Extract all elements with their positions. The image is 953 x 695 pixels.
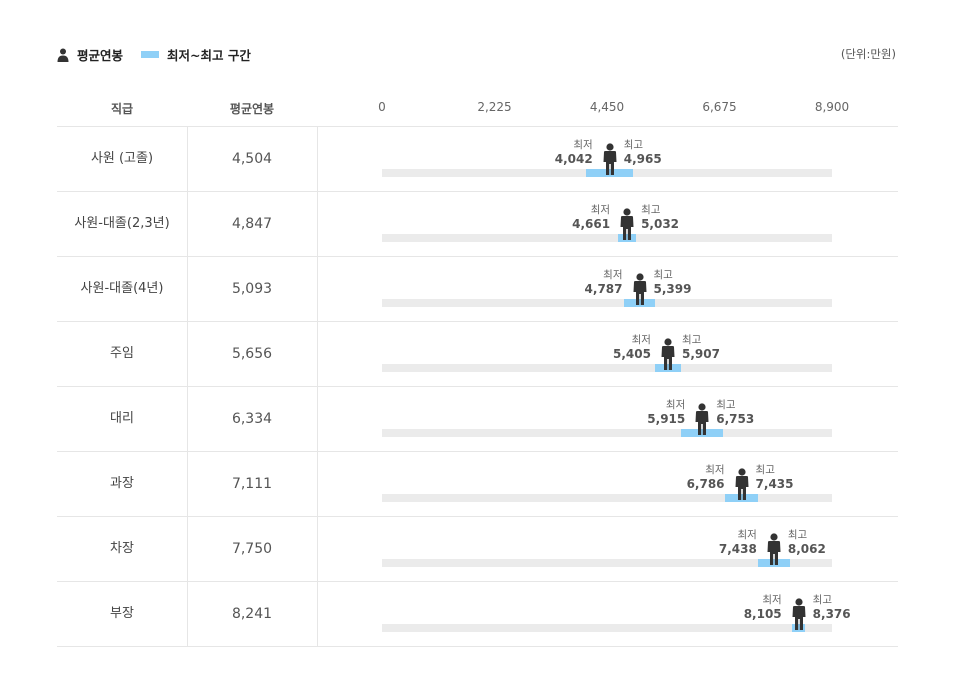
min-label: 최저 [590,204,611,216]
rank-label: 사원 (고졸) [90,151,154,166]
table-row: 대리 6,334 최저 5,915 최고 6,753 [57,387,898,452]
min-value: 5,405 [613,347,651,361]
rank-label: 사원-대졸(4년) [80,281,164,296]
x-tick-label: 2,225 [477,100,512,114]
min-value: 6,786 [686,477,725,491]
range-bar [617,234,637,242]
header-avg: 평균연봉 [229,102,275,116]
max-value: 8,062 [787,542,826,556]
table-row: 주임 5,656 최저 5,405 최고 5,907 [57,322,898,387]
legend-range-swatch [141,51,160,58]
rank-label: 차장 [110,541,134,556]
max-value: 7,435 [755,477,794,491]
avg-salary-value: 5,656 [231,346,273,362]
rank-label: 사원-대졸(2,3년) [74,216,170,231]
table-row: 과장 7,111 최저 6,786 최고 7,435 [57,452,898,517]
person-icon [57,48,69,62]
legend-range-label: 최저~최고 구간 [167,48,251,63]
max-label: 최고 [681,334,702,346]
header-divider [57,126,898,127]
range-track [382,299,832,307]
legend-avg-label: 평균연봉 [77,48,124,63]
rank-label: 과장 [110,476,134,491]
range-bar [586,169,634,177]
max-label: 최고 [755,464,775,476]
avg-marker-person-icon [733,468,751,500]
range-track [382,559,832,567]
table-row: 사원-대졸(4년) 5,093 최저 4,787 최고 5,399 [57,257,898,322]
avg-salary-value: 4,504 [231,151,273,167]
avg-marker-person-icon [601,143,619,175]
avg-salary-value: 8,241 [231,606,273,622]
avg-marker-person-icon [618,208,636,240]
rank-label: 대리 [110,411,134,426]
column-divider [317,127,318,647]
rank-label: 부장 [110,606,134,621]
x-tick-label: 4,450 [589,100,625,114]
range-bar [791,624,806,632]
max-label: 최고 [787,529,808,541]
avg-salary-value: 6,334 [231,411,273,427]
min-value: 4,661 [572,217,611,231]
table-row: 사원-대졸(2,3년) 4,847 최저 4,661 최고 5,032 [57,192,898,257]
min-label: 최저 [573,139,593,151]
range-track [382,624,832,632]
avg-salary-value: 7,111 [231,476,273,492]
table-row: 사원 (고졸) 4,504 최저 4,042 최고 4,965 [57,127,898,192]
range-bar [624,299,655,307]
max-label: 최고 [641,204,661,216]
column-divider [187,127,188,647]
min-label: 최저 [737,529,757,541]
avg-marker-person-icon [765,533,783,565]
max-label: 최고 [716,399,736,411]
x-tick-label: 6,675 [702,100,737,114]
min-value: 4,042 [554,152,593,166]
unit-label: (단위:만원) [840,47,896,61]
max-label: 최고 [812,594,832,606]
range-bar [655,364,681,372]
min-label: 최저 [762,594,782,606]
min-label: 최저 [631,334,651,346]
min-label: 최저 [603,269,623,281]
table-row: 차장 7,750 최저 7,438 최고 8,062 [57,517,898,582]
range-track [382,234,832,242]
max-value: 4,965 [623,152,662,166]
range-bar [681,429,724,437]
header-rank: 직급 [110,102,134,116]
max-label: 최고 [623,139,644,151]
range-bar [758,559,790,567]
avg-salary-value: 5,093 [231,281,273,297]
avg-marker-person-icon [659,338,677,370]
x-tick-label: 0 [378,100,386,114]
rank-label: 주임 [110,346,134,361]
min-value: 4,787 [584,282,623,296]
range-track [382,494,832,502]
max-value: 5,907 [681,347,720,361]
min-value: 8,105 [743,607,782,621]
table-row: 부장 8,241 최저 8,105 최고 8,376 [57,582,898,647]
range-bar [725,494,758,502]
avg-salary-value: 4,847 [231,216,273,232]
avg-marker-person-icon [693,403,711,435]
range-track [382,429,832,437]
max-value: 8,376 [812,607,851,621]
x-tick-label: 8,900 [814,100,850,114]
max-value: 5,399 [653,282,692,296]
range-track [382,364,832,372]
min-value: 7,438 [718,542,757,556]
max-label: 최고 [653,269,673,281]
avg-marker-person-icon [790,598,808,630]
max-value: 5,032 [641,217,680,231]
avg-marker-person-icon [631,273,649,305]
min-label: 최저 [705,464,725,476]
max-value: 6,753 [716,412,755,426]
min-label: 최저 [665,399,686,411]
min-value: 5,915 [647,412,686,426]
chart-legend: 평균연봉 최저~최고 구간 [57,45,251,64]
salary-table: 사원 (고졸) 4,504 최저 4,042 최고 4,965 사원-대졸(2,3년) 4,8… [57,127,898,647]
avg-salary-value: 7,750 [231,541,273,557]
